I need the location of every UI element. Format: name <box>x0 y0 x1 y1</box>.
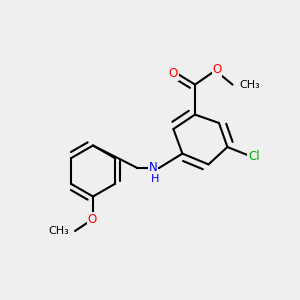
Text: CH₃: CH₃ <box>239 80 260 90</box>
Text: O: O <box>212 63 221 76</box>
Text: H: H <box>151 173 160 184</box>
Text: O: O <box>169 67 178 80</box>
Text: N: N <box>149 160 158 174</box>
Text: O: O <box>88 213 97 226</box>
Text: Cl: Cl <box>248 150 260 163</box>
Text: CH₃: CH₃ <box>49 226 70 236</box>
